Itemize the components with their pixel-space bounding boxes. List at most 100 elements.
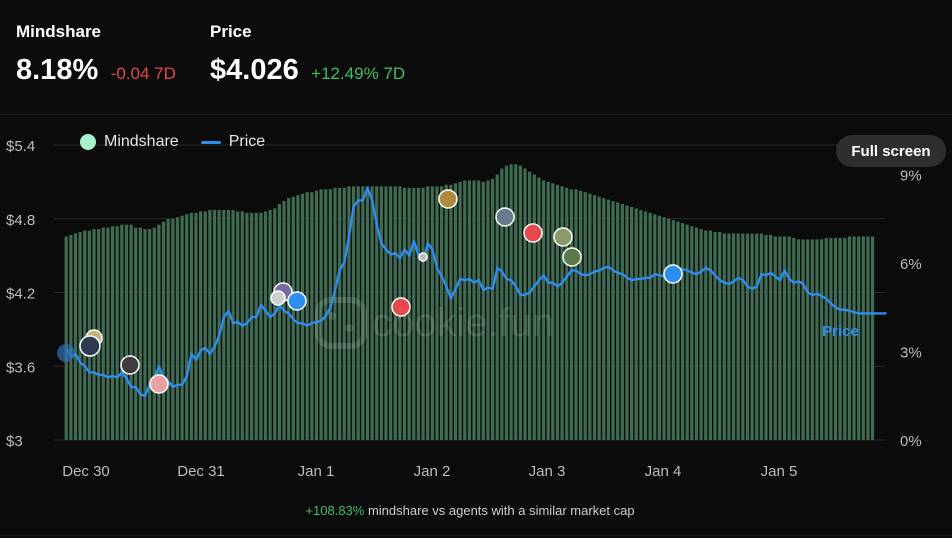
price-label: Price [210,22,252,41]
mindshare-bar [514,164,518,441]
mindshare-bar [708,230,712,440]
price-start-point [57,344,75,363]
full-screen-button[interactable]: Full screen [836,135,946,167]
agent-avatar-icon [418,252,428,262]
mindshare-bar [769,234,773,440]
mindshare-bar [653,214,657,440]
mindshare-bar [175,217,180,440]
mindshare-bar [463,180,467,440]
mindshare-bar [597,196,601,440]
mindshare-bar [194,212,198,440]
mindshare-bar [319,189,323,440]
mindshare-bar [222,209,226,440]
mindshare-bar [138,227,142,440]
mindshare-bar [185,214,189,440]
mindshare-bar [458,181,462,440]
mindshare-bar [680,223,685,440]
mindshare-bar [583,192,587,440]
mindshare-bar [528,171,532,441]
mindshare-bar [342,187,346,440]
mindshare-bar [73,233,78,440]
mindshare-bar [300,193,305,440]
mindshare-bar [273,208,277,440]
mindshare-bar [421,187,425,440]
legend-mindshare-swatch [80,134,96,150]
mindshare-bar [810,239,814,440]
price-stat: Price $4.026 +12.49% 7D [210,22,405,87]
mindshare-bar [453,183,458,440]
footer-note: +108.83% mindshare vs agents with a simi… [0,503,940,518]
mindshare-bar [588,193,592,440]
mindshare-bar [217,209,221,440]
agent-avatar-icon [287,291,307,311]
mindshare-bar [152,227,156,440]
mindshare-bar [449,184,453,440]
x-axis-tick-label: Jan 5 [761,463,798,480]
mindshare-bar [657,215,662,440]
mindshare-bar [198,211,203,440]
left-axis-tick-label: $5.4 [6,138,35,155]
mindshare-bar [124,224,129,440]
mindshare-bar [731,233,736,440]
header-divider [0,114,952,115]
mindshare-bar [782,236,787,440]
mindshare-bar [384,186,388,440]
right-axis-tick-label: 6% [900,256,922,273]
mindshare-bar [231,209,235,440]
right-axis-tick-label: 9% [900,168,922,185]
left-axis-tick-label: $4.8 [6,212,35,229]
mindshare-bar [64,236,68,440]
footer-highlight: +108.83% [305,503,365,518]
x-axis-tick-label: Jan 4 [645,463,682,480]
mindshare-bar [518,165,522,440]
mindshare-bar [439,186,444,440]
mindshare-bar [611,201,615,440]
mindshare-bar [806,239,810,440]
agent-avatar-icon [270,290,286,306]
mindshare-bar [435,186,439,440]
mindshare-bar [699,229,703,440]
mindshare-bar [259,212,263,440]
mindshare-bar [444,184,448,440]
mindshare-bar [365,186,370,440]
mindshare-bar [203,211,207,440]
mindshare-bar [801,239,805,440]
mindshare-bar [778,236,782,440]
mindshare-bar [287,198,291,440]
mindshare-bar [249,212,254,440]
agent-avatar-icon [438,189,458,209]
mindshare-bar [467,180,472,440]
mindshare-bar [208,209,212,440]
mindshare-bar [110,226,115,440]
mindshare-bar [500,168,504,440]
mindshare-bar [671,220,675,440]
mindshare-bar [829,237,833,440]
agent-avatar-icon [120,355,140,375]
mindshare-bar [161,221,166,440]
mindshare-bar [824,237,828,440]
mindshare-bar [694,227,699,440]
mindshare-bar [857,236,861,440]
mindshare-bar [347,186,351,440]
mindshare-bar [426,186,430,440]
mindshare-bar [361,186,365,440]
legend-price-label: Price [228,133,266,150]
mindshare-bar [189,212,193,440]
mindshare-bar [713,232,717,440]
mindshare-bar [639,209,643,440]
mindshare-bar [676,221,680,440]
mindshare-bar [718,232,722,440]
mindshare-bar [356,186,360,440]
mindshare-change: -0.04 7D [110,64,176,83]
mindshare-bar [861,236,865,440]
mindshare-bar [722,233,726,440]
left-axis-tick-label: $3.6 [6,359,35,376]
x-axis-tick-label: Jan 2 [414,463,451,480]
right-axis-tick-label: 3% [900,345,922,362]
footer-text: mindshare vs agents with a similar marke… [364,503,635,518]
legend-mindshare-label: Mindshare [104,133,179,150]
mindshare-bar [819,239,824,440]
mindshare-bar [634,208,638,440]
agent-avatar-icon [553,227,573,247]
axes: $5.4 $4.8 $4.2 $3.6 $3 9% 6% 3% 0% Dec 30 Dec 31 Ja… [6,138,922,480]
